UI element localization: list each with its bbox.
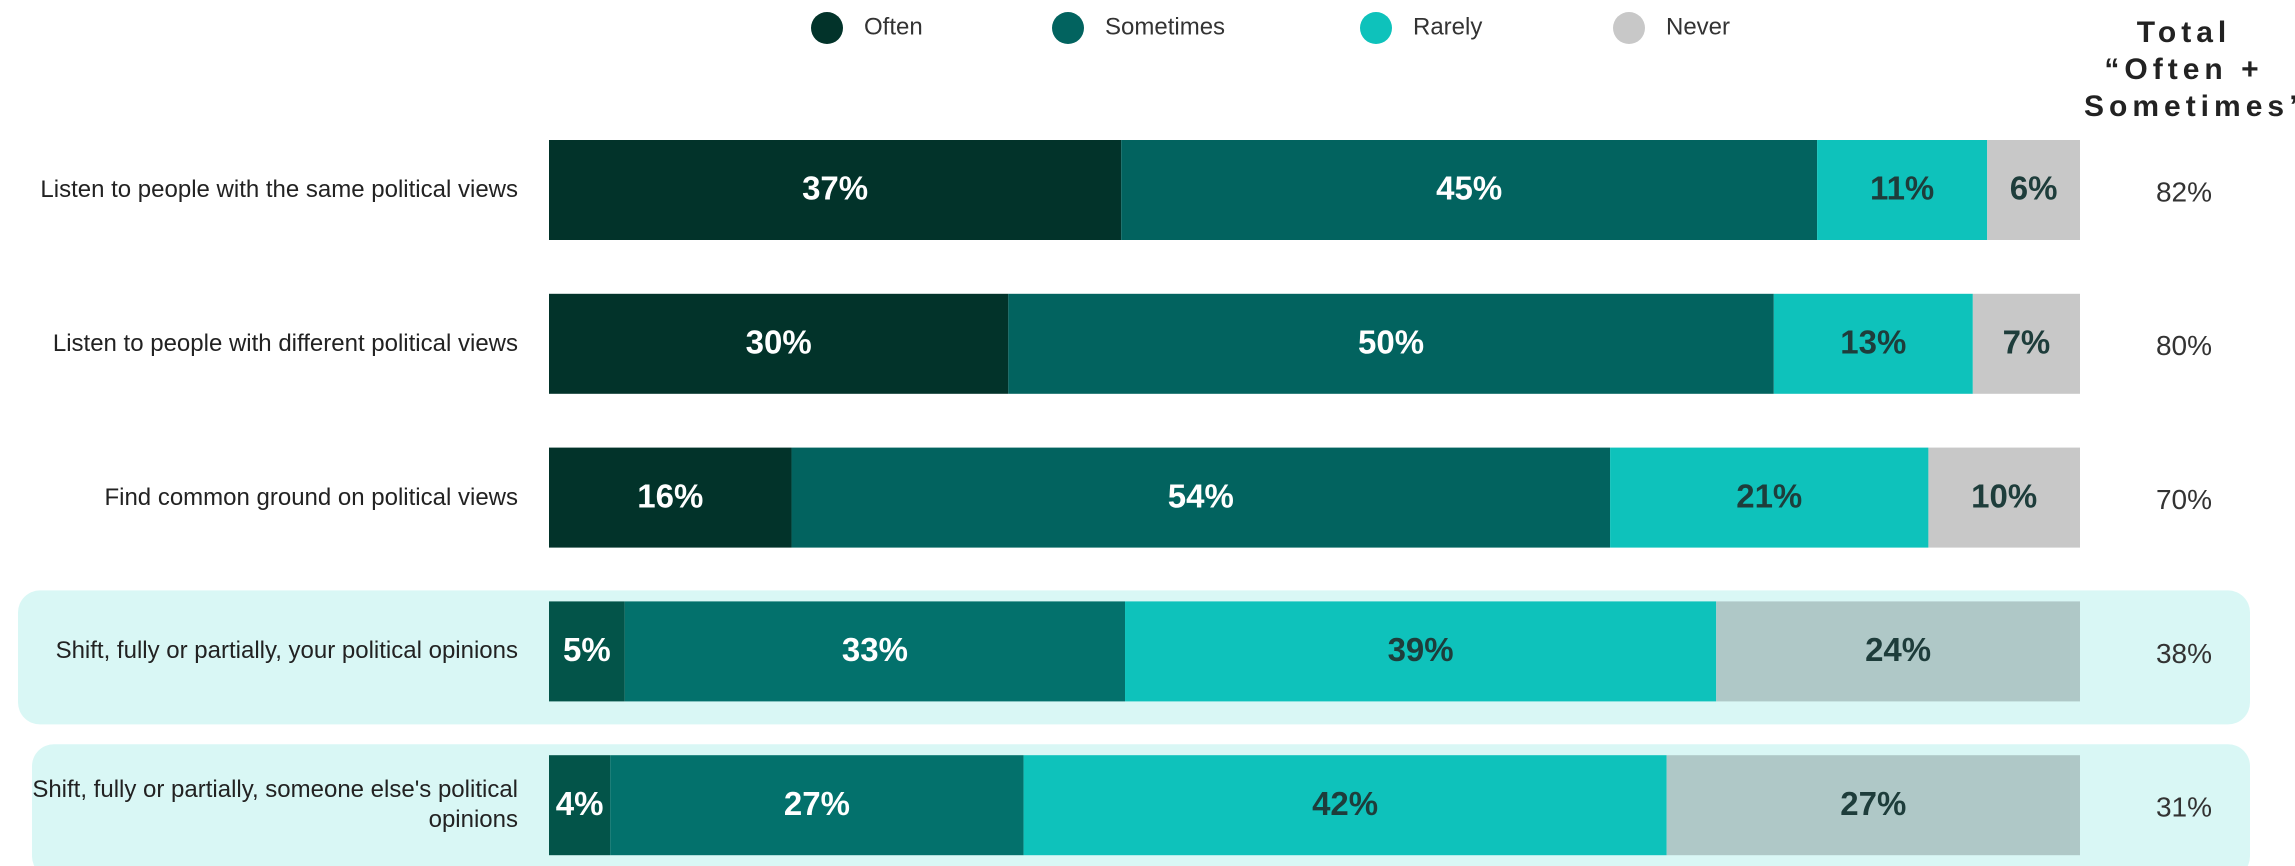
bar-segment — [791, 447, 1611, 548]
value-label: 27% — [1840, 785, 1906, 822]
legend-label: Never — [1666, 13, 1730, 40]
legend-swatch — [811, 12, 843, 44]
bar-segment — [1987, 140, 2080, 240]
value-label: 45% — [1436, 170, 1502, 207]
bar-segment — [1023, 755, 1667, 856]
value-label: 33% — [842, 631, 908, 668]
bar-segment — [1716, 601, 2080, 702]
bar-segment — [1125, 601, 1717, 702]
value-label: 54% — [1168, 477, 1234, 514]
category-label: Listen to people with the same political… — [40, 176, 518, 203]
total-header-line: Sometimes” — [2084, 90, 2295, 123]
value-label: 27% — [784, 785, 850, 822]
value-label: 13% — [1840, 324, 1906, 361]
value-label: 24% — [1865, 631, 1931, 668]
value-label: 10% — [1971, 477, 2037, 514]
legend-swatch — [1052, 12, 1084, 44]
category-label: Shift, fully or partially, someone else'… — [32, 776, 518, 834]
bar-segment — [1666, 755, 2080, 856]
value-label: 21% — [1736, 477, 1802, 514]
bar-segment — [549, 140, 1122, 240]
legend-label: Rarely — [1413, 13, 1482, 40]
bar-segment — [549, 755, 611, 856]
legend-swatch — [1360, 12, 1392, 44]
total-header-line: “Often + — [2104, 53, 2264, 86]
value-label: 37% — [802, 170, 868, 207]
value-label: 4% — [556, 785, 604, 822]
value-label: 30% — [746, 324, 812, 361]
legend-swatch — [1613, 12, 1645, 44]
category-label: Find common ground on political views — [104, 483, 518, 511]
bar-segment — [1008, 293, 1774, 394]
bar-segment — [1121, 140, 1818, 240]
total-label: 82% — [2156, 176, 2212, 207]
bar-segment — [1773, 293, 1973, 394]
bar-segment — [1972, 293, 2080, 394]
value-label: 42% — [1312, 785, 1378, 822]
bar-segment — [1928, 447, 2080, 548]
category-label: Shift, fully or partially, your politica… — [55, 637, 518, 665]
total-label: 80% — [2156, 330, 2212, 361]
legend-label: Often — [864, 13, 923, 40]
bar-segment — [624, 601, 1126, 702]
value-label: 39% — [1388, 631, 1454, 668]
category-label: Listen to people with different politica… — [52, 329, 518, 357]
legend-label: Sometimes — [1105, 13, 1225, 40]
total-header-line: Total — [2136, 16, 2232, 49]
bar-segment — [549, 601, 625, 702]
bar-segment — [610, 755, 1024, 856]
value-label: 11% — [1870, 170, 1934, 207]
value-label: 16% — [637, 477, 703, 514]
bar-segment — [549, 447, 792, 548]
bar-segment — [549, 293, 1009, 394]
total-label: 70% — [2156, 484, 2212, 515]
bar-segment — [1817, 140, 1988, 240]
total-label: 31% — [2156, 792, 2212, 823]
value-label: 7% — [2003, 324, 2051, 361]
total-header: Total “Often + Sometimes” — [2084, 14, 2295, 125]
value-label: 5% — [563, 631, 611, 668]
total-label: 38% — [2156, 638, 2212, 669]
value-label: 50% — [1358, 324, 1424, 361]
value-label: 6% — [2010, 170, 2058, 207]
bar-segment — [1610, 447, 1929, 548]
